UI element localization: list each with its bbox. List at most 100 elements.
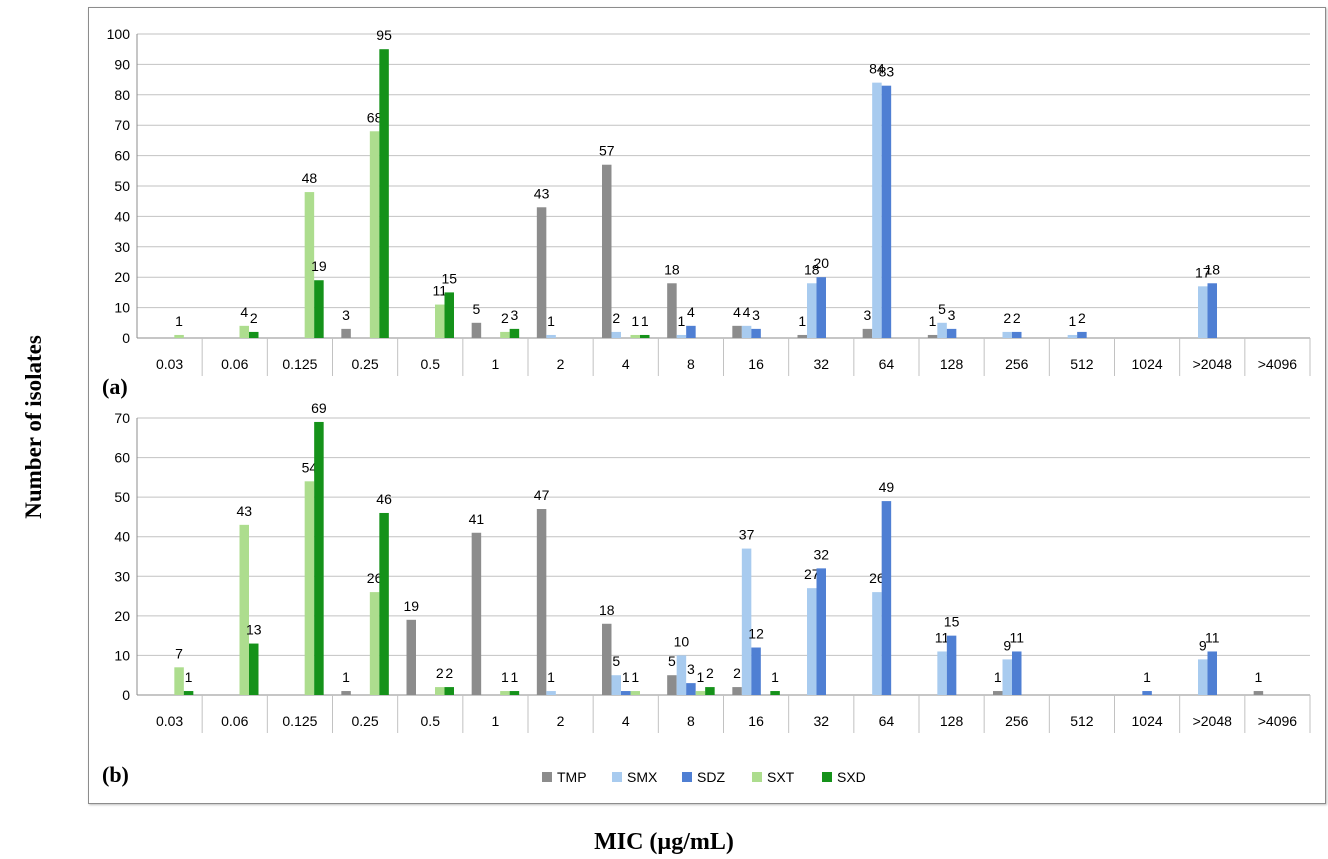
bar-tmp — [341, 691, 351, 695]
x-tick-label: 0.06 — [221, 713, 248, 729]
bar-sdz — [946, 328, 957, 338]
bar-sxd — [640, 334, 650, 338]
bar-sdz — [751, 328, 761, 338]
bar-tmp — [406, 619, 416, 695]
x-tick-label: 0.03 — [156, 713, 183, 729]
y-tick-label: 70 — [114, 117, 130, 133]
y-tick-label: 40 — [114, 208, 130, 224]
data-label: 57 — [599, 143, 615, 159]
data-label: 41 — [469, 511, 485, 527]
bar-smx — [807, 283, 817, 338]
data-label: 2 — [612, 310, 620, 326]
bar-sxd — [705, 687, 715, 695]
data-label: 2 — [445, 665, 453, 681]
y-tick-label: 100 — [107, 26, 131, 42]
bar-sxt — [304, 481, 315, 695]
y-tick-label: 60 — [114, 148, 130, 164]
x-tick-label: 2 — [557, 713, 565, 729]
x-tick-label: 2 — [557, 356, 565, 372]
y-tick-label: 30 — [114, 239, 130, 255]
data-label: 5 — [668, 653, 676, 669]
legend-label-sxd: SXD — [837, 769, 866, 785]
x-tick-label: 32 — [813, 713, 829, 729]
data-label: 1 — [1069, 313, 1077, 329]
bar-sxt — [500, 691, 510, 695]
bar-tmp — [536, 207, 547, 338]
data-label: 4 — [733, 304, 741, 320]
bar-smx — [1067, 334, 1078, 338]
y-tick-label: 60 — [114, 450, 130, 466]
bar-tmp — [602, 623, 612, 695]
y-tick-label: 80 — [114, 87, 130, 103]
bar-smx — [1198, 286, 1208, 338]
data-label: 69 — [311, 400, 327, 416]
bar-smx — [872, 82, 882, 338]
bar-sdz — [881, 501, 892, 695]
data-label: 43 — [534, 185, 550, 201]
bar-tmp — [667, 283, 677, 338]
data-label: 3 — [687, 661, 695, 677]
data-label: 2 — [1013, 310, 1021, 326]
bar-tmp — [471, 322, 482, 338]
data-label: 4 — [743, 304, 751, 320]
bar-smx — [807, 588, 817, 695]
x-tick-label: 0.125 — [282, 356, 317, 372]
y-tick-label: 0 — [122, 687, 130, 703]
bar-smx — [546, 334, 556, 338]
x-axis-title: MIC (µg/mL) — [594, 829, 734, 855]
y-tick-label: 20 — [114, 608, 130, 624]
data-label: 18 — [599, 602, 615, 618]
bar-tmp — [732, 325, 742, 338]
bar-tmp — [862, 328, 873, 338]
data-label: 26 — [367, 570, 383, 586]
bar-smx — [611, 675, 621, 695]
legend-label-tmp: TMP — [557, 769, 587, 785]
x-tick-label: 4 — [622, 356, 630, 372]
y-tick-label: 70 — [114, 410, 130, 426]
data-label: 13 — [246, 622, 262, 638]
data-label: 2 — [706, 665, 714, 681]
x-tick-label: 1 — [492, 356, 500, 372]
data-label: 18 — [804, 261, 820, 277]
data-label: 1 — [929, 313, 937, 329]
x-tick-label: 128 — [940, 713, 964, 729]
data-label: 7 — [175, 645, 183, 661]
bar-smx — [546, 691, 556, 695]
bar-sxd — [509, 328, 520, 338]
data-label: 49 — [879, 479, 895, 495]
bar-sdz — [1142, 691, 1152, 695]
x-tick-label: 0.25 — [351, 356, 378, 372]
bar-sdz — [881, 85, 892, 339]
bar-sxd — [314, 280, 324, 338]
x-tick-label: >2048 — [1193, 713, 1233, 729]
y-tick-label: 90 — [114, 56, 130, 72]
bar-tmp — [341, 328, 351, 338]
bar-tmp — [1253, 691, 1264, 695]
data-label: 1 — [697, 669, 705, 685]
data-label: 2 — [1003, 310, 1011, 326]
data-label: 15 — [441, 270, 457, 286]
bar-sxt — [695, 691, 706, 695]
bar-smx — [741, 548, 752, 695]
bar-sxt — [369, 592, 380, 695]
legend-swatch-tmp — [542, 772, 552, 782]
data-label: 18 — [1204, 261, 1220, 277]
x-tick-label: 256 — [1005, 356, 1029, 372]
bar-sxd — [444, 687, 454, 695]
data-label: 43 — [236, 503, 252, 519]
x-tick-label: 0.06 — [221, 356, 248, 372]
legend-label-sdz: SDZ — [697, 769, 725, 785]
data-label: 4 — [687, 304, 695, 320]
data-label: 12 — [748, 626, 764, 642]
bar-sdz — [1012, 331, 1022, 338]
legend-swatch-sxt — [752, 772, 762, 782]
bar-sxd — [249, 643, 259, 695]
bar-sxt — [500, 331, 510, 338]
data-label: 3 — [864, 307, 872, 323]
bar-smx — [1198, 659, 1208, 695]
data-label: 3 — [511, 307, 519, 323]
bar-sdz — [816, 277, 826, 338]
data-label: 46 — [376, 491, 392, 507]
data-label: 9 — [1199, 637, 1207, 653]
